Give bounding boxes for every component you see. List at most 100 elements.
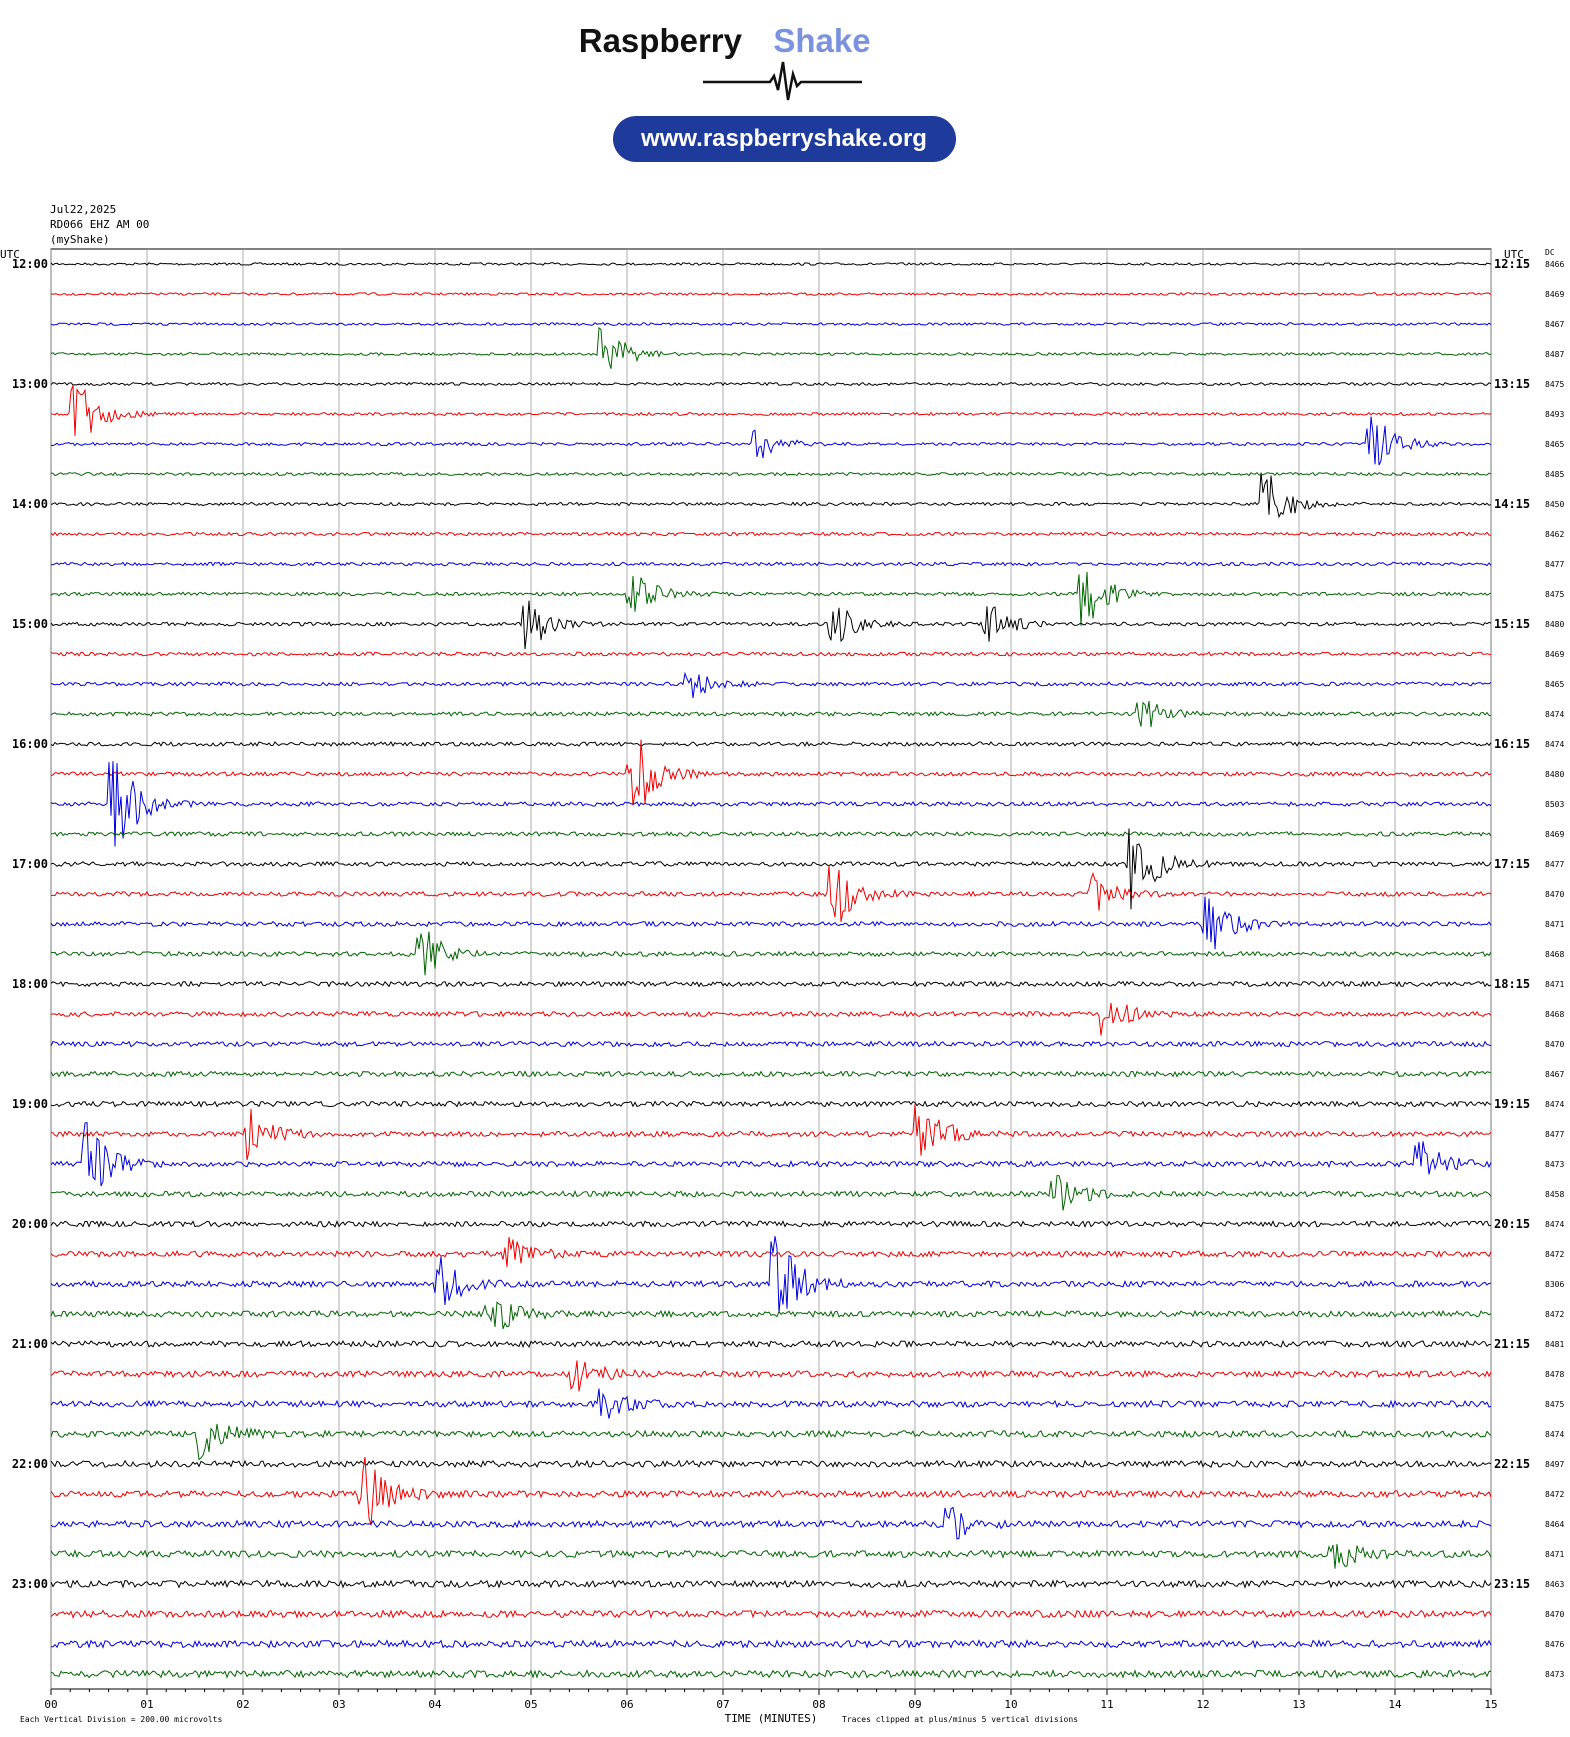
dc-value: 8474 — [1545, 1100, 1564, 1109]
dc-value: 8478 — [1545, 1370, 1564, 1379]
dc-value: 8503 — [1545, 800, 1564, 809]
trace — [50, 322, 1492, 326]
trace — [50, 931, 1492, 976]
x-tick-label: 07 — [716, 1698, 729, 1711]
trace — [50, 1609, 1492, 1619]
station: RD066 EHZ AM 00 — [50, 218, 149, 231]
dc-value: 8473 — [1545, 1160, 1564, 1169]
dc-value: 8465 — [1545, 440, 1564, 449]
trace — [50, 741, 1492, 747]
dc-value: 8467 — [1545, 1070, 1564, 1079]
trace — [50, 416, 1492, 466]
right-time-label: 14:15 — [1494, 497, 1530, 511]
left-time-label: 17:00 — [12, 857, 48, 871]
trace — [50, 865, 1492, 922]
right-time-label: 15:15 — [1494, 617, 1530, 631]
dc-value: 8458 — [1545, 1190, 1564, 1199]
dc-value: 8474 — [1545, 1430, 1564, 1439]
trace — [50, 1459, 1492, 1469]
x-axis-title: TIME (MINUTES) — [725, 1712, 818, 1725]
right-time-label: 20:15 — [1494, 1217, 1530, 1231]
network: (myShake) — [50, 233, 110, 246]
trace — [50, 1219, 1492, 1229]
dc-value: 8485 — [1545, 470, 1564, 479]
dc-value: 8477 — [1545, 560, 1564, 569]
trace — [50, 1543, 1492, 1569]
dc-value: 8472 — [1545, 1310, 1564, 1319]
dc-value: 8472 — [1545, 1490, 1564, 1499]
url[interactable]: www.raspberryshake.org — [640, 125, 927, 152]
left-time-label: 20:00 — [12, 1217, 48, 1231]
brand-left: Raspberry — [579, 22, 743, 59]
dc-value: 8474 — [1545, 710, 1564, 719]
right-time-label: 19:15 — [1494, 1097, 1530, 1111]
url-pill[interactable] — [613, 116, 956, 162]
trace — [50, 671, 1492, 699]
trace — [50, 472, 1492, 519]
trace — [50, 1638, 1492, 1649]
left-time-label: 14:00 — [12, 497, 48, 511]
trace — [50, 1003, 1492, 1036]
left-time-label: 13:00 — [12, 377, 48, 391]
trace — [50, 471, 1492, 477]
left-time-label: 16:00 — [12, 737, 48, 751]
dc-value: 8480 — [1545, 620, 1564, 629]
trace — [50, 1388, 1492, 1419]
x-tick-label: 02 — [236, 1698, 249, 1711]
right-axis-title: UTC — [1504, 248, 1524, 261]
left-axis-title: UTC — [0, 248, 20, 261]
dc-value: 8469 — [1545, 290, 1564, 299]
left-time-label: 12:00 — [12, 257, 48, 271]
trace — [50, 381, 1492, 387]
dc-title: DC — [1545, 248, 1555, 257]
x-tick-label: 14 — [1388, 1698, 1402, 1711]
dc-value: 8477 — [1545, 1130, 1564, 1139]
x-tick-label: 03 — [332, 1698, 345, 1711]
dc-value: 8306 — [1545, 1280, 1564, 1289]
dc-value: 8481 — [1545, 1340, 1564, 1349]
dc-value: 8473 — [1545, 1670, 1564, 1679]
right-time-label: 17:15 — [1494, 857, 1530, 871]
dc-value: 8468 — [1545, 1010, 1564, 1019]
x-tick-label: 13 — [1292, 1698, 1305, 1711]
dc-value: 8466 — [1545, 260, 1564, 269]
dc-value: 8469 — [1545, 830, 1564, 839]
dc-value: 8477 — [1545, 860, 1564, 869]
dc-value: 8470 — [1545, 1610, 1564, 1619]
trace — [50, 896, 1492, 950]
dc-value: 8475 — [1545, 1400, 1564, 1409]
trace — [50, 1121, 1492, 1187]
x-tick-label: 04 — [428, 1698, 442, 1711]
dc-value: 8475 — [1545, 590, 1564, 599]
right-time-label: 22:15 — [1494, 1457, 1530, 1471]
trace — [50, 1070, 1492, 1078]
dc-value: 8471 — [1545, 1550, 1564, 1559]
trace — [50, 1040, 1492, 1048]
left-time-label: 23:00 — [12, 1577, 48, 1591]
scale-note: Each Vertical Division = 200.00 microvol… — [20, 1715, 222, 1724]
trace — [50, 761, 1492, 847]
brand-right: Shake — [773, 22, 870, 59]
dc-value: 8463 — [1545, 1580, 1564, 1589]
x-tick-label: 15 — [1484, 1698, 1497, 1711]
date: Jul22,2025 — [50, 203, 116, 216]
trace — [50, 739, 1492, 806]
trace — [50, 828, 1492, 910]
left-time-label: 18:00 — [12, 977, 48, 991]
dc-value: 8475 — [1545, 380, 1564, 389]
right-time-label: 23:15 — [1494, 1577, 1530, 1591]
left-time-label: 22:00 — [12, 1457, 48, 1471]
trace — [50, 326, 1491, 369]
x-tick-label: 10 — [1004, 1698, 1017, 1711]
dc-value: 8468 — [1545, 950, 1564, 959]
dc-value: 8493 — [1545, 410, 1564, 419]
dc-value: 8472 — [1545, 1250, 1564, 1259]
trace — [50, 1579, 1492, 1589]
dc-value: 8474 — [1545, 740, 1564, 749]
right-time-label: 18:15 — [1494, 977, 1530, 991]
trace — [50, 1175, 1492, 1211]
plot-frame — [50, 248, 1492, 1690]
right-time-label: 21:15 — [1494, 1337, 1530, 1351]
dc-value: 8450 — [1545, 500, 1564, 509]
